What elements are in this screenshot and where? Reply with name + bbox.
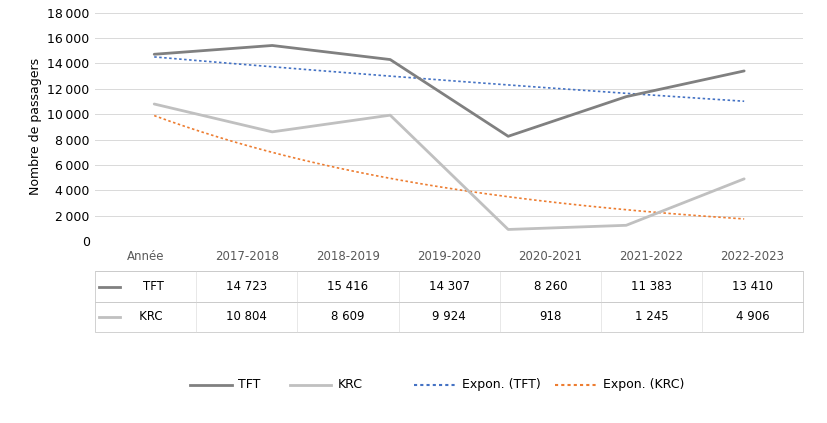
Text: KRC: KRC [337,379,362,391]
Text: Expon. (KRC): Expon. (KRC) [602,379,683,391]
Y-axis label: Nombre de passagers: Nombre de passagers [29,58,41,195]
Text: TFT: TFT [238,379,261,391]
Text: Expon. (TFT): Expon. (TFT) [461,379,540,391]
